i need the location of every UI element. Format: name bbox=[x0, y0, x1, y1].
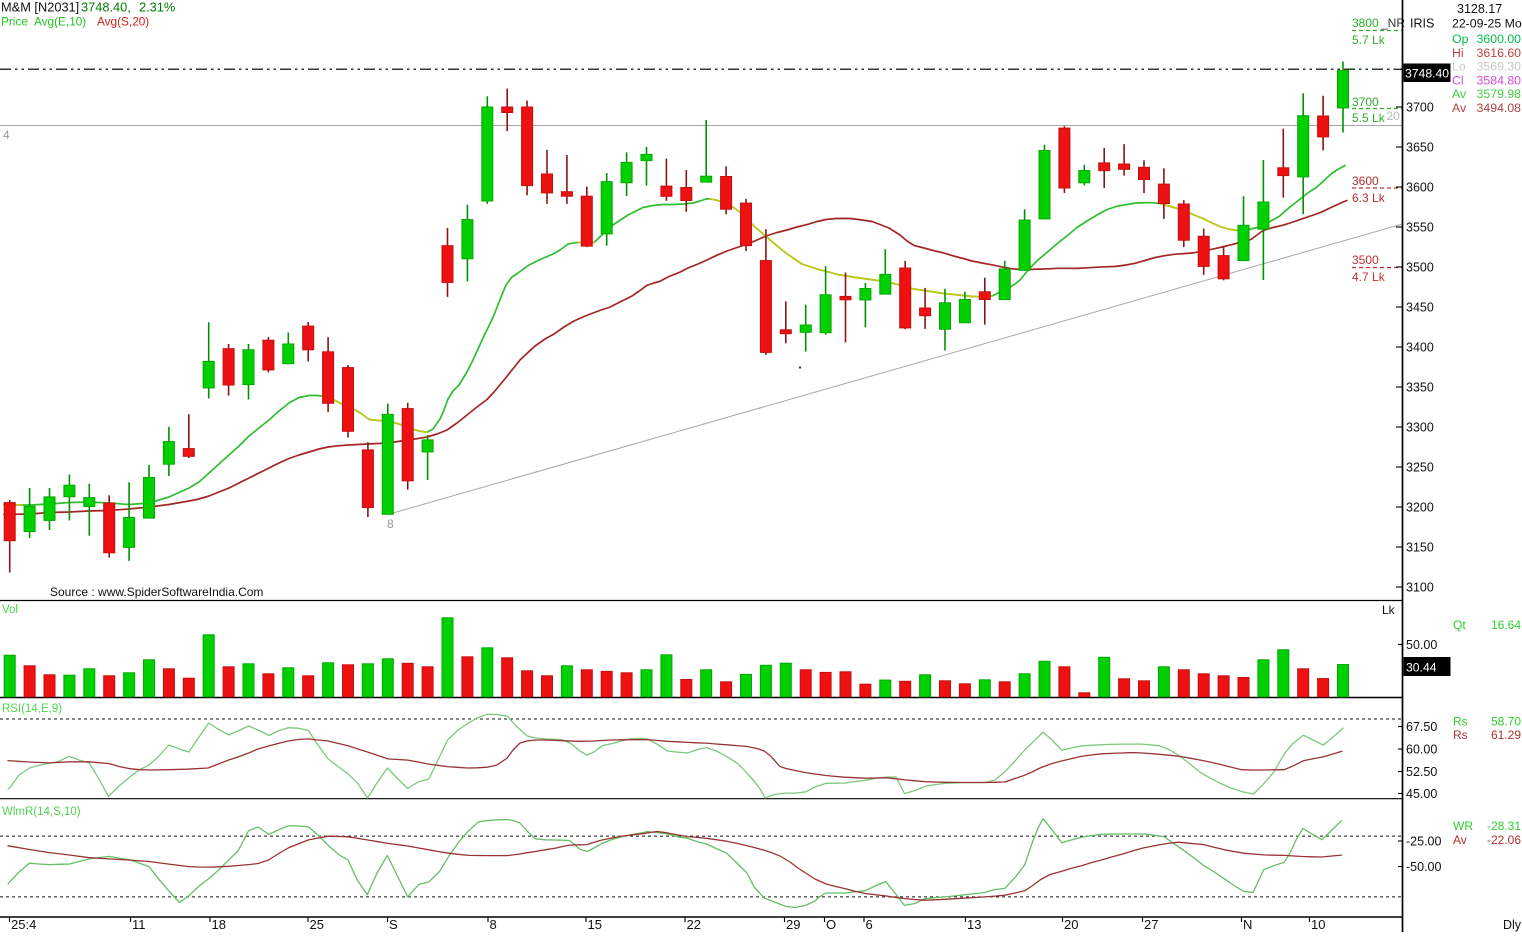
svg-text:3800: 3800 bbox=[1352, 16, 1379, 30]
svg-text:4.7 Lk: 4.7 Lk bbox=[1352, 270, 1386, 284]
svg-text:Av: Av bbox=[1452, 87, 1467, 101]
svg-text:16.64: 16.64 bbox=[1491, 618, 1521, 632]
svg-text:3550: 3550 bbox=[1406, 221, 1434, 235]
svg-text:8: 8 bbox=[387, 517, 394, 531]
svg-text:3700: 3700 bbox=[1352, 95, 1379, 109]
svg-text:-22.06: -22.06 bbox=[1487, 833, 1521, 847]
svg-text:2.31%: 2.31% bbox=[139, 0, 175, 15]
svg-text:27: 27 bbox=[1144, 917, 1158, 932]
svg-text:3584.80: 3584.80 bbox=[1477, 73, 1522, 87]
svg-text:3700: 3700 bbox=[1406, 101, 1434, 115]
svg-text:WR: WR bbox=[1453, 819, 1473, 833]
svg-text:Av: Av bbox=[1452, 101, 1467, 115]
svg-text:52.50: 52.50 bbox=[1406, 765, 1437, 779]
svg-text:5.7 Lk: 5.7 Lk bbox=[1352, 33, 1386, 47]
svg-text:20: 20 bbox=[1387, 109, 1401, 123]
svg-text:8: 8 bbox=[490, 917, 497, 932]
svg-text:Qt: Qt bbox=[1453, 618, 1466, 632]
svg-text:3100: 3100 bbox=[1406, 581, 1434, 595]
svg-text:4: 4 bbox=[3, 128, 10, 142]
svg-text:3500: 3500 bbox=[1406, 261, 1434, 275]
svg-text:60.00: 60.00 bbox=[1406, 743, 1437, 757]
svg-text:22-09-25 Mo: 22-09-25 Mo bbox=[1452, 17, 1522, 31]
svg-text:15: 15 bbox=[588, 917, 602, 932]
svg-text:45.00: 45.00 bbox=[1406, 787, 1437, 801]
svg-text:Rs: Rs bbox=[1453, 715, 1468, 729]
svg-text:IRIS: IRIS bbox=[1410, 17, 1434, 31]
svg-text:30.44: 30.44 bbox=[1406, 661, 1437, 675]
svg-text:5.5 Lk: 5.5 Lk bbox=[1352, 111, 1386, 125]
svg-text:RSI(14,E,9): RSI(14,E,9) bbox=[2, 703, 62, 715]
svg-text:3128.17: 3128.17 bbox=[1457, 2, 1502, 16]
svg-text:10: 10 bbox=[1311, 917, 1325, 932]
svg-text:Av: Av bbox=[1453, 833, 1467, 847]
svg-text:N: N bbox=[1243, 917, 1252, 932]
svg-text:Avg(E,10): Avg(E,10) bbox=[34, 15, 86, 29]
svg-text:3579.98: 3579.98 bbox=[1477, 87, 1522, 101]
svg-text:11: 11 bbox=[132, 917, 146, 932]
svg-text:3300: 3300 bbox=[1406, 421, 1434, 435]
svg-text:3450: 3450 bbox=[1406, 301, 1434, 315]
svg-text:67.50: 67.50 bbox=[1406, 720, 1437, 734]
svg-text:58.70: 58.70 bbox=[1491, 715, 1521, 729]
svg-text:3650: 3650 bbox=[1406, 141, 1434, 155]
svg-text:3600: 3600 bbox=[1352, 174, 1379, 188]
svg-text:Cl: Cl bbox=[1452, 73, 1464, 87]
svg-text:-50.00: -50.00 bbox=[1406, 860, 1441, 874]
svg-text:3350: 3350 bbox=[1406, 381, 1434, 395]
svg-text:3600.00: 3600.00 bbox=[1477, 32, 1522, 46]
svg-text:6.3 Lk: 6.3 Lk bbox=[1352, 191, 1386, 205]
svg-text:3748.40: 3748.40 bbox=[1405, 67, 1449, 81]
svg-text:6: 6 bbox=[866, 917, 873, 932]
svg-text:Hi: Hi bbox=[1452, 46, 1464, 60]
svg-text:22: 22 bbox=[687, 917, 701, 932]
svg-text:25:4: 25:4 bbox=[11, 917, 36, 932]
svg-text:-28.31: -28.31 bbox=[1487, 819, 1521, 833]
svg-text:50.00: 50.00 bbox=[1406, 638, 1437, 652]
svg-text:25: 25 bbox=[310, 917, 324, 932]
svg-text:_NR: _NR bbox=[1380, 16, 1405, 30]
svg-text:Lk: Lk bbox=[1382, 603, 1396, 617]
svg-text:13: 13 bbox=[967, 917, 981, 932]
svg-text:Lo: Lo bbox=[1452, 60, 1466, 74]
svg-text:Vol: Vol bbox=[2, 604, 18, 616]
svg-text:Dly: Dly bbox=[1503, 918, 1522, 932]
svg-text:WlmR(14,S,10): WlmR(14,S,10) bbox=[2, 806, 81, 818]
svg-text:3569.30: 3569.30 bbox=[1477, 60, 1522, 74]
svg-text:Source : www.SpiderSoftwareInd: Source : www.SpiderSoftwareIndia.Com bbox=[50, 585, 263, 599]
svg-text:3150: 3150 bbox=[1406, 541, 1434, 555]
svg-text:3600: 3600 bbox=[1406, 181, 1434, 195]
svg-text:3200: 3200 bbox=[1406, 501, 1434, 515]
svg-text:3500: 3500 bbox=[1352, 253, 1379, 267]
svg-text:61.29: 61.29 bbox=[1491, 728, 1521, 742]
svg-text:-25.00: -25.00 bbox=[1406, 835, 1441, 849]
svg-text:3250: 3250 bbox=[1406, 461, 1434, 475]
svg-text:3748.40,: 3748.40, bbox=[81, 0, 131, 15]
svg-text:Op: Op bbox=[1452, 32, 1469, 46]
svg-text:Rs: Rs bbox=[1453, 728, 1468, 742]
svg-text:20: 20 bbox=[1064, 917, 1078, 932]
svg-text:29: 29 bbox=[786, 917, 800, 932]
svg-text:18: 18 bbox=[212, 917, 226, 932]
svg-text:S: S bbox=[389, 917, 398, 932]
svg-text:3494.08: 3494.08 bbox=[1477, 101, 1522, 115]
svg-text:3400: 3400 bbox=[1406, 341, 1434, 355]
svg-text:O: O bbox=[826, 917, 836, 932]
svg-text:3616.60: 3616.60 bbox=[1477, 46, 1522, 60]
svg-text:Price: Price bbox=[1, 15, 28, 29]
svg-text:Avg(S,20): Avg(S,20) bbox=[97, 15, 149, 29]
svg-text:M&M [N2031]: M&M [N2031] bbox=[1, 0, 79, 15]
